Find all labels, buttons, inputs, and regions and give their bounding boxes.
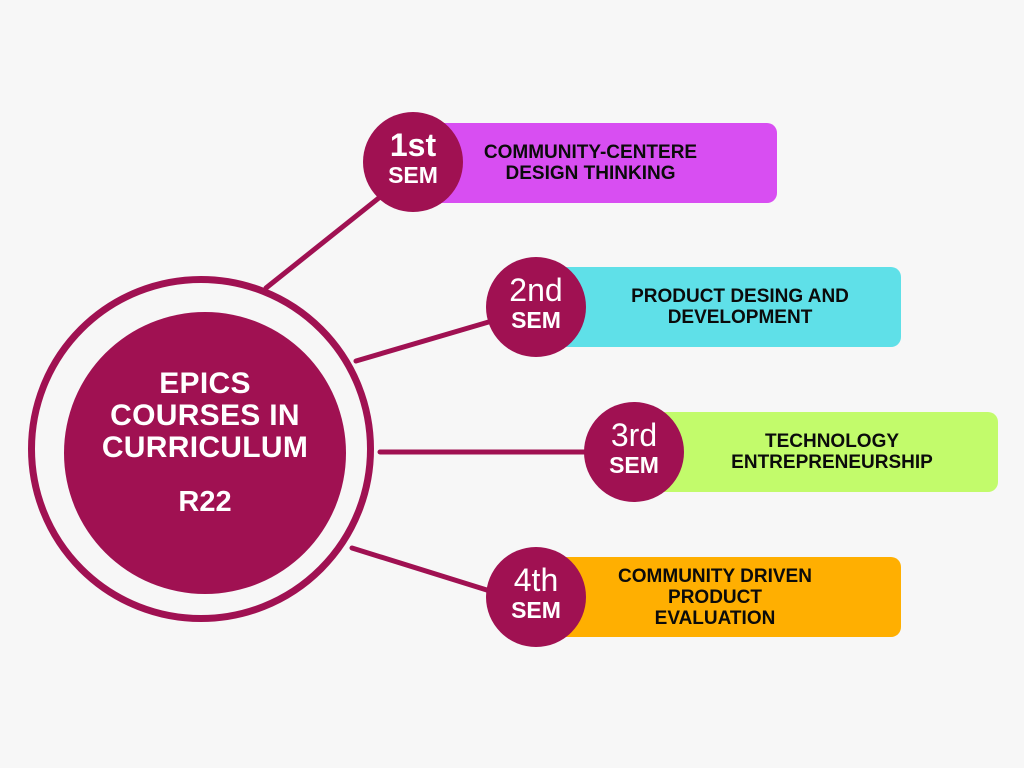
course-title-3rd: TECHNOLOGY ENTREPRENEURSHIP [731,431,933,473]
hub-title: EPICS COURSES IN CURRICULUM [101,367,309,464]
semester-badge-4th: 4th SEM [486,547,586,647]
course-title-2nd: PRODUCT DESING AND DEVELOPMENT [631,286,849,328]
course-title-4th: COMMUNITY DRIVEN PRODUCT EVALUATION [618,565,812,629]
hub-circle: EPICS COURSES IN CURRICULUM R22 [64,312,346,594]
semester-number-2nd: 2nd [509,272,563,308]
course-box-1st: COMMUNITY-CENTERE DESIGN THINKING [430,123,777,203]
connector-line-1st [263,190,388,291]
semester-badge-1st: 1st SEM [363,112,463,212]
course-box-4th: COMMUNITY DRIVEN PRODUCT EVALUATION [555,557,901,637]
semester-number-1st: 1st [389,127,437,163]
semester-unit-2nd: SEM [511,307,561,333]
hub-code: R22 [178,486,232,518]
connector-line-2nd [353,318,495,364]
course-box-3rd: TECHNOLOGY ENTREPRENEURSHIP [652,412,998,492]
semester-unit-1st: SEM [388,162,438,188]
semester-unit-3rd: SEM [609,452,659,478]
semester-number-4th: 4th [513,562,559,598]
semester-badge-3rd: 3rd SEM [584,402,684,502]
semester-unit-4th: SEM [511,597,561,623]
course-box-2nd: PRODUCT DESING AND DEVELOPMENT [555,267,901,347]
course-title-1st: COMMUNITY-CENTERE DESIGN THINKING [483,142,698,184]
semester-number-3rd: 3rd [610,417,658,453]
semester-badge-2nd: 2nd SEM [486,257,586,357]
connector-line-4th [349,545,493,594]
